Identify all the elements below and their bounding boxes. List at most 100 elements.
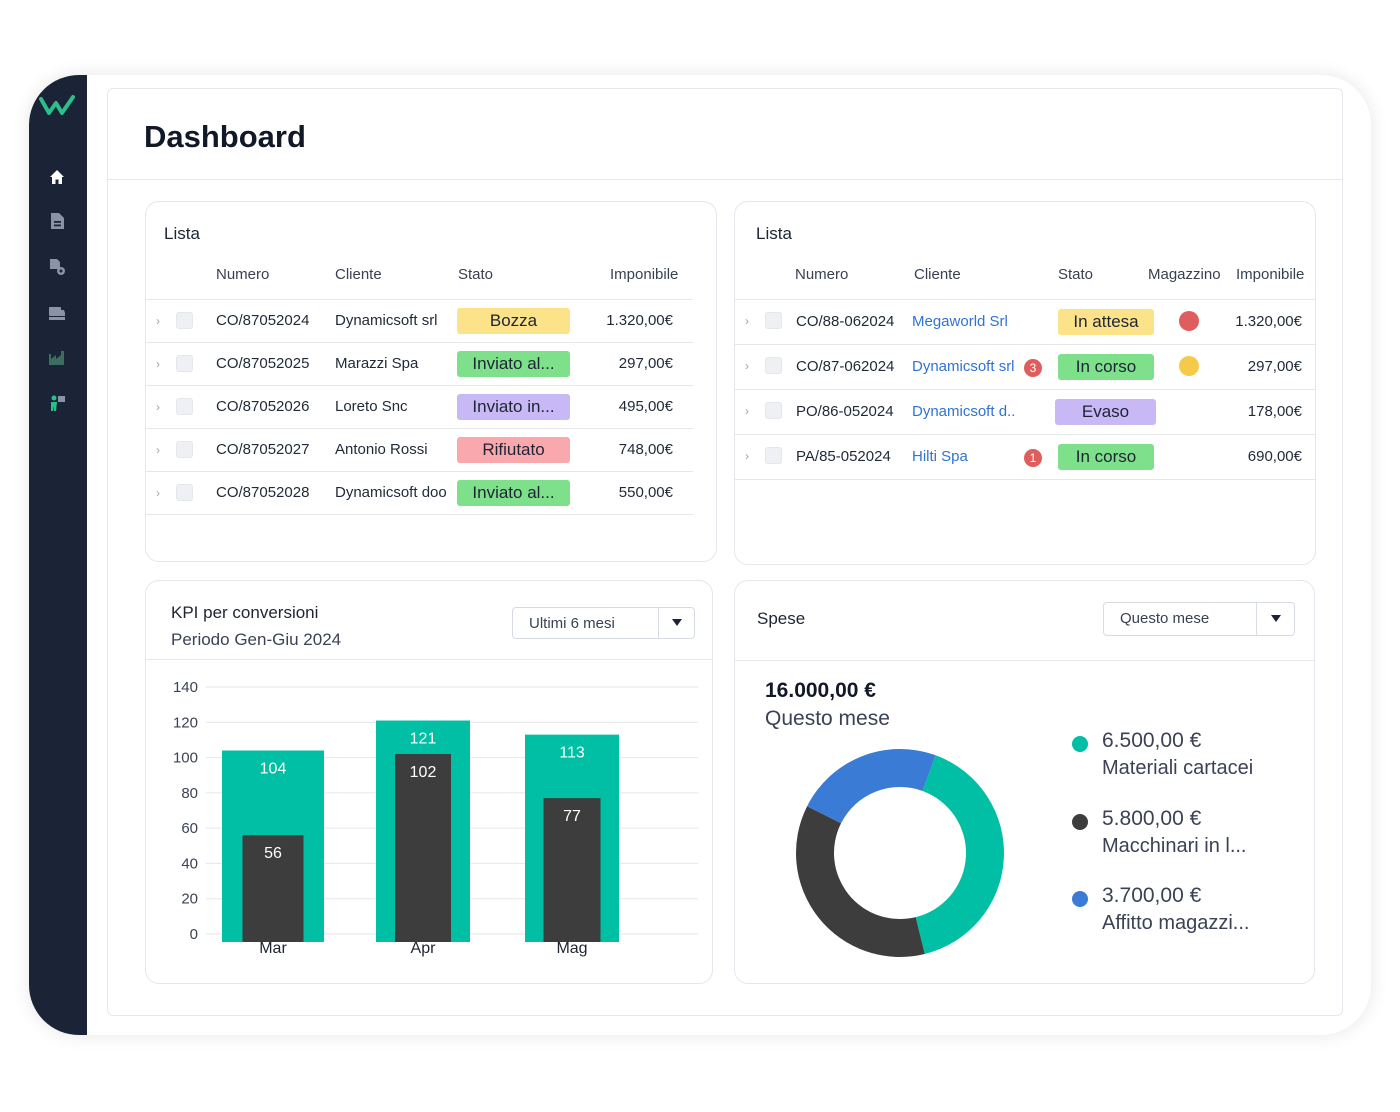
chevron-right-icon[interactable]: › — [745, 449, 749, 463]
row-checkbox[interactable] — [765, 312, 782, 329]
home-icon[interactable] — [47, 167, 67, 187]
table-row[interactable]: › CO/87052028 Dynamicsoft doo Inviato al...… — [146, 472, 693, 515]
bar-inner — [395, 754, 451, 942]
table-row[interactable]: › CO/87052026 Loreto Snc Inviato in... 495,0… — [146, 386, 693, 429]
warehouse-status-dot — [1179, 311, 1199, 331]
column-header-imponibile[interactable]: Imponibile — [1236, 266, 1305, 283]
table-row[interactable]: › CO/87052027 Antonio Rossi Rifiutato 748,00… — [146, 429, 693, 472]
y-tick-label: 100 — [173, 750, 198, 767]
table-row[interactable]: › CO/87-062024 Dynamicsoft srl 3 In corso 297… — [735, 345, 1315, 390]
bar-inner-value-label: 102 — [410, 764, 437, 781]
list-card-2: Lista Numero Cliente Stato Magazzino Imp… — [734, 201, 1316, 565]
row-checkbox[interactable] — [176, 398, 193, 415]
cell-numero: PA/85-052024 — [796, 448, 891, 465]
x-tick-label: Apr — [411, 940, 437, 957]
column-header-cliente[interactable]: Cliente — [914, 266, 961, 283]
truck-icon[interactable] — [47, 303, 67, 323]
cell-imponibile: 297,00€ — [618, 355, 673, 372]
cell-numero: CO/88-062024 — [796, 313, 895, 330]
bar-inner — [242, 835, 304, 942]
cell-cliente-link[interactable]: Megaworld Srl — [912, 313, 1008, 330]
cell-imponibile: 550,00€ — [618, 484, 673, 501]
app-logo[interactable] — [39, 93, 75, 117]
row-checkbox[interactable] — [176, 484, 193, 501]
chevron-right-icon[interactable]: › — [156, 357, 160, 371]
row-checkbox[interactable] — [176, 355, 193, 372]
row-checkbox[interactable] — [765, 402, 782, 419]
column-header-imponibile[interactable]: Imponibile — [610, 266, 679, 283]
period-dropdown[interactable]: Ultimi 6 mesi — [512, 607, 695, 639]
kpi-title: KPI per conversioni — [171, 603, 319, 622]
bar-outer-value-label: 121 — [410, 731, 437, 748]
cell-cliente-link[interactable]: Hilti Spa — [912, 448, 968, 465]
table-row[interactable]: › PO/86-052024 Dynamicsoft d.. Evaso 178,00€ — [735, 390, 1315, 435]
factory-icon[interactable] — [47, 348, 67, 368]
column-header-magazzino[interactable]: Magazzino — [1148, 266, 1221, 283]
column-header-stato[interactable]: Stato — [458, 266, 494, 283]
list-card-1: Lista Numero Cliente Stato Imponibile › C… — [145, 201, 717, 562]
chevron-right-icon[interactable]: › — [156, 443, 160, 457]
chevron-right-icon[interactable]: › — [156, 486, 160, 500]
cell-numero: CO/87-062024 — [796, 358, 895, 375]
legend-value: 3.700,00 € — [1102, 884, 1202, 907]
notification-count-badge[interactable]: 1 — [1024, 449, 1042, 467]
cell-imponibile: 1.320,00€ — [1235, 313, 1302, 330]
table-row[interactable]: › CO/87052024 Dynamicsoft srl Bozza 1.320,00… — [146, 300, 693, 343]
row-checkbox[interactable] — [176, 441, 193, 458]
cell-imponibile: 690,00€ — [1247, 448, 1302, 465]
legend-label: Macchinari in l... — [1102, 835, 1247, 857]
table-row[interactable]: › PA/85-052024 Hilti Spa 1 In corso 690,00€ — [735, 435, 1315, 480]
status-badge: Rifiutato — [457, 437, 570, 463]
y-tick-label: 80 — [181, 785, 198, 802]
column-header-numero[interactable]: Numero — [795, 266, 849, 283]
spese-period-dropdown[interactable]: Questo mese — [1103, 602, 1295, 636]
app-window: Dashboard Lista Numero Cliente Stato Imp… — [29, 75, 1371, 1035]
row-checkbox[interactable] — [176, 312, 193, 329]
y-tick-label: 120 — [173, 714, 198, 731]
spese-dropdown-value: Questo mese — [1120, 610, 1210, 627]
cell-cliente-link[interactable]: Dynamicsoft srl — [912, 358, 1015, 375]
legend-label: Materiali cartacei — [1102, 757, 1254, 779]
table-row[interactable]: › CO/87052025 Marazzi Spa Inviato al... 297,… — [146, 343, 693, 386]
page-title: Dashboard — [144, 119, 306, 154]
status-badge: Evaso — [1055, 399, 1156, 425]
cell-numero: CO/87052028 — [216, 484, 310, 501]
row-checkbox[interactable] — [765, 447, 782, 464]
spese-card: Spese Questo mese 16.000,00 € Questo mes… — [734, 580, 1315, 984]
x-tick-label: Mar — [259, 940, 287, 957]
y-tick-label: 0 — [190, 926, 198, 943]
document-settings-icon[interactable] — [47, 257, 67, 277]
chevron-right-icon[interactable]: › — [745, 404, 749, 418]
table-row[interactable]: › CO/88-062024 Megaworld Srl In attesa 1.320… — [735, 300, 1315, 345]
chevron-right-icon[interactable]: › — [156, 400, 160, 414]
list-card-title: Lista — [756, 224, 792, 243]
column-header-cliente[interactable]: Cliente — [335, 266, 382, 283]
donut-slice — [807, 749, 936, 824]
cell-cliente: Antonio Rossi — [335, 441, 428, 458]
chevron-right-icon[interactable]: › — [156, 314, 160, 328]
column-header-stato[interactable]: Stato — [1058, 266, 1094, 283]
spese-total-label: Questo mese — [765, 707, 890, 730]
spese-donut-chart — [796, 749, 1004, 957]
main-content: Dashboard Lista Numero Cliente Stato Imp… — [107, 88, 1343, 1016]
cell-numero: CO/87052026 — [216, 398, 310, 415]
header-divider — [146, 299, 692, 300]
cell-cliente-link[interactable]: Dynamicsoft d.. — [912, 403, 1016, 420]
kpi-bar-chart: 0 20 40 60 80 100 120 140 104 56 Mar 121 102 Apr 113 77… — [173, 679, 698, 957]
legend-color-dot — [1072, 814, 1088, 830]
document-icon[interactable] — [47, 211, 67, 231]
chevron-right-icon[interactable]: › — [745, 314, 749, 328]
user-flag-icon[interactable] — [47, 393, 67, 413]
notification-count-badge[interactable]: 3 — [1024, 359, 1042, 377]
cell-numero: CO/87052027 — [216, 441, 310, 458]
status-badge: In corso — [1058, 354, 1154, 380]
column-header-numero[interactable]: Numero — [216, 266, 270, 283]
legend-value: 5.800,00 € — [1102, 807, 1202, 830]
cell-imponibile: 1.320,00€ — [606, 312, 673, 329]
legend-value: 6.500,00 € — [1102, 729, 1202, 752]
chevron-right-icon[interactable]: › — [745, 359, 749, 373]
row-checkbox[interactable] — [765, 357, 782, 374]
status-badge: Inviato al... — [457, 480, 570, 506]
spese-total: 16.000,00 € — [765, 679, 876, 702]
cell-cliente: Dynamicsoft doo — [335, 484, 447, 501]
